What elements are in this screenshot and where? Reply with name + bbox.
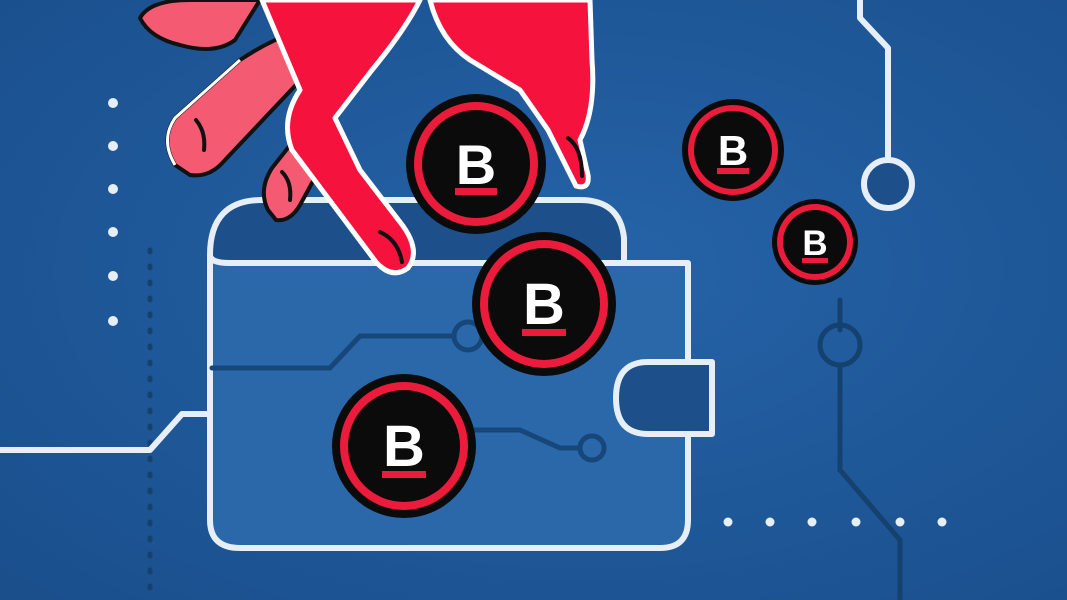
hand-back-fingers-outline <box>166 58 241 166</box>
wallet-clasp <box>613 359 715 437</box>
coin-3: B <box>332 374 476 518</box>
coin-2-letter: B <box>523 272 565 337</box>
coin-2: B <box>472 232 616 376</box>
coin-4-letter: B <box>718 127 748 174</box>
coin-3-letter: B <box>383 414 425 479</box>
coin-5: B <box>772 199 858 285</box>
coin-1-letter: B <box>456 133 496 196</box>
circuit-node-upper-right <box>857 0 915 211</box>
dot-column-left <box>108 98 118 326</box>
coin-4: B <box>682 99 784 201</box>
coin-1: B <box>406 94 546 234</box>
coin-5-letter: B <box>802 224 827 263</box>
hand-fingernails <box>194 118 584 264</box>
hand-main <box>259 0 596 276</box>
